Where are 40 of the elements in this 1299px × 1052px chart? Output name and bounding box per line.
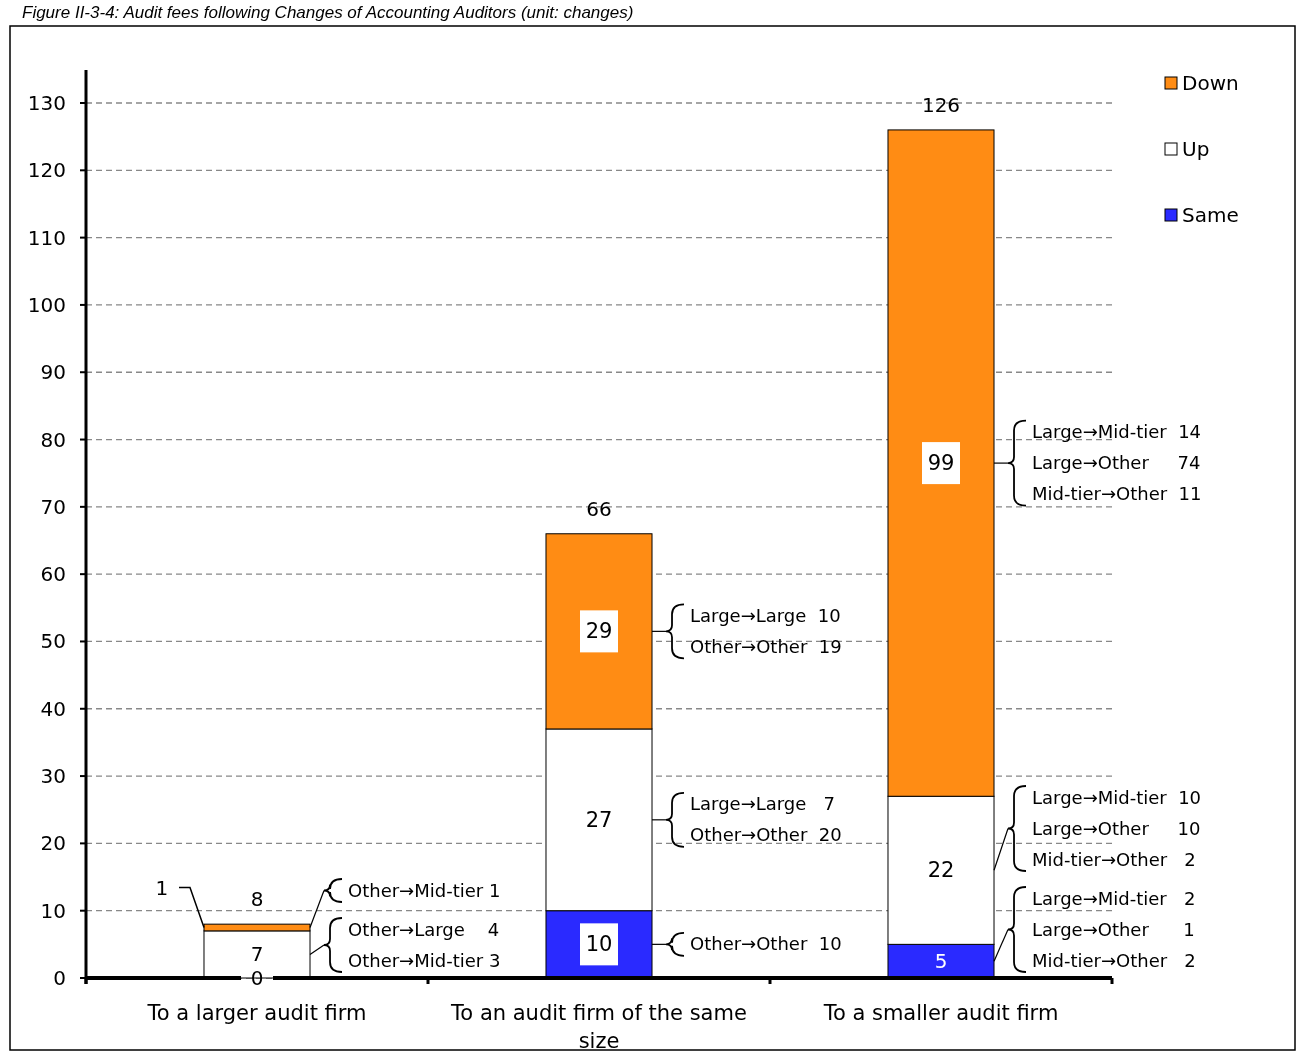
data-label: 7 (250, 942, 264, 967)
data-label: 10 (585, 932, 613, 957)
data-label: 22 (927, 858, 955, 883)
annotation: Large→Mid-tier 14 Large→Other 74 Mid-tier→Other 11 (1032, 421, 1202, 505)
x-tick-label: To a larger audit firm (146, 1001, 367, 1025)
annotation: Other→Large 4 Other→Mid-tier 3 (348, 918, 501, 971)
annotation: Other→Other 10 (690, 933, 842, 955)
data-label: 27 (585, 807, 613, 832)
total-label: 66 (586, 496, 612, 521)
annotation: Large→Mid-tier 2 Large→Other 1 Mid-tier→Other 2 (1032, 887, 1196, 971)
y-tick-label: 90 (40, 360, 66, 385)
y-tick-label: 120 (27, 158, 66, 183)
annotation: Large→Large 7 Other→Other 20 (690, 793, 842, 846)
annotation: Large→Mid-tier 10 Large→Other 10 Mid-tier→Other 2 (1032, 786, 1202, 870)
total-label: 126 (921, 92, 961, 117)
y-tick-label: 30 (40, 764, 66, 789)
data-label: 5 (934, 949, 948, 974)
y-tick-label: 50 (40, 629, 66, 654)
y-tick-label: 110 (27, 225, 66, 250)
y-tick-label: 20 (40, 831, 66, 856)
annotation: Large→Large 10 Other→Other 19 (690, 604, 842, 657)
y-tick-label: 100 (27, 292, 66, 317)
data-label: 1 (155, 875, 169, 900)
y-tick-label: 60 (40, 562, 66, 587)
legend-label: Same (1182, 203, 1239, 227)
y-tick-label: 40 (40, 696, 66, 721)
data-label: 29 (585, 619, 613, 644)
legend-label: Down (1182, 71, 1239, 95)
annotation: Other→Mid-tier 1 (348, 879, 501, 901)
y-tick-label: 0 (53, 966, 66, 990)
y-tick-label: 80 (40, 427, 66, 452)
x-tick-label: To an audit firm of the same size (450, 1001, 747, 1052)
y-tick-label: 10 (40, 898, 66, 923)
y-tick-label: 70 (40, 494, 66, 519)
total-label: 8 (250, 887, 264, 912)
legend-label: Up (1182, 137, 1210, 161)
x-tick-label: To a smaller audit firm (822, 1001, 1059, 1025)
data-label: 99 (927, 451, 955, 476)
y-tick-label: 130 (27, 91, 66, 115)
chart-title: Figure II-3-4: Audit fees following Changes of Accounting Auditors (unit: changes) (22, 3, 634, 22)
